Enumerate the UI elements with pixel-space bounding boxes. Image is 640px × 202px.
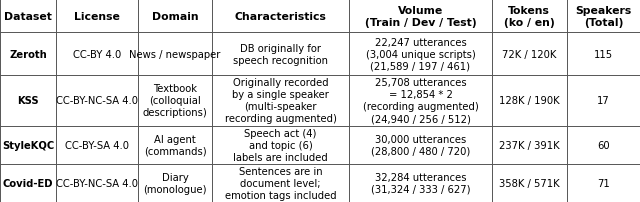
Text: Volume
(Train / Dev / Test): Volume (Train / Dev / Test) — [365, 6, 476, 27]
Text: Speech act (4)
and topic (6)
labels are included: Speech act (4) and topic (6) labels are … — [233, 128, 328, 162]
Text: Covid-ED: Covid-ED — [3, 178, 53, 188]
Text: Characteristics: Characteristics — [235, 12, 326, 22]
Text: Originally recorded
by a single speaker
(multi-speaker
recording augmented): Originally recorded by a single speaker … — [225, 78, 337, 124]
Text: Dataset: Dataset — [4, 12, 52, 22]
Text: 60: 60 — [597, 140, 610, 150]
Text: StyleKQC: StyleKQC — [2, 140, 54, 150]
Text: Diary
(monologue): Diary (monologue) — [143, 172, 207, 194]
Text: Speakers
(Total): Speakers (Total) — [575, 6, 632, 27]
Text: 30,000 utterances
(28,800 / 480 / 720): 30,000 utterances (28,800 / 480 / 720) — [371, 134, 470, 156]
Text: Tokens
(ko / en): Tokens (ko / en) — [504, 6, 555, 27]
Text: 237K / 391K: 237K / 391K — [499, 140, 559, 150]
Text: CC-BY-NC-SA 4.0: CC-BY-NC-SA 4.0 — [56, 96, 138, 106]
Text: 22,247 utterances
(3,004 unique scripts)
(21,589 / 197 / 461): 22,247 utterances (3,004 unique scripts)… — [365, 37, 476, 71]
Text: Sentences are in
document level;
emotion tags included: Sentences are in document level; emotion… — [225, 166, 337, 200]
Text: DB originally for
speech recognition: DB originally for speech recognition — [233, 43, 328, 65]
Text: CC-BY-NC-SA 4.0: CC-BY-NC-SA 4.0 — [56, 178, 138, 188]
Text: 25,708 utterances
= 12,854 * 2
(recording augmented)
(24,940 / 256 / 512): 25,708 utterances = 12,854 * 2 (recordin… — [363, 78, 478, 124]
Text: AI agent
(commands): AI agent (commands) — [144, 134, 206, 156]
Text: CC-BY 4.0: CC-BY 4.0 — [73, 49, 122, 59]
Text: 115: 115 — [594, 49, 613, 59]
Text: 71: 71 — [597, 178, 610, 188]
Text: Zeroth: Zeroth — [10, 49, 47, 59]
Text: 72K / 120K: 72K / 120K — [502, 49, 556, 59]
Text: License: License — [74, 12, 120, 22]
Text: KSS: KSS — [17, 96, 39, 106]
Text: 128K / 190K: 128K / 190K — [499, 96, 559, 106]
Text: 17: 17 — [597, 96, 610, 106]
Text: Textbook
(colloquial
descriptions): Textbook (colloquial descriptions) — [143, 84, 207, 118]
Text: CC-BY-SA 4.0: CC-BY-SA 4.0 — [65, 140, 129, 150]
Text: 32,284 utterances
(31,324 / 333 / 627): 32,284 utterances (31,324 / 333 / 627) — [371, 172, 470, 194]
Text: News / newspaper: News / newspaper — [129, 49, 221, 59]
Text: 358K / 571K: 358K / 571K — [499, 178, 559, 188]
Text: Domain: Domain — [152, 12, 198, 22]
